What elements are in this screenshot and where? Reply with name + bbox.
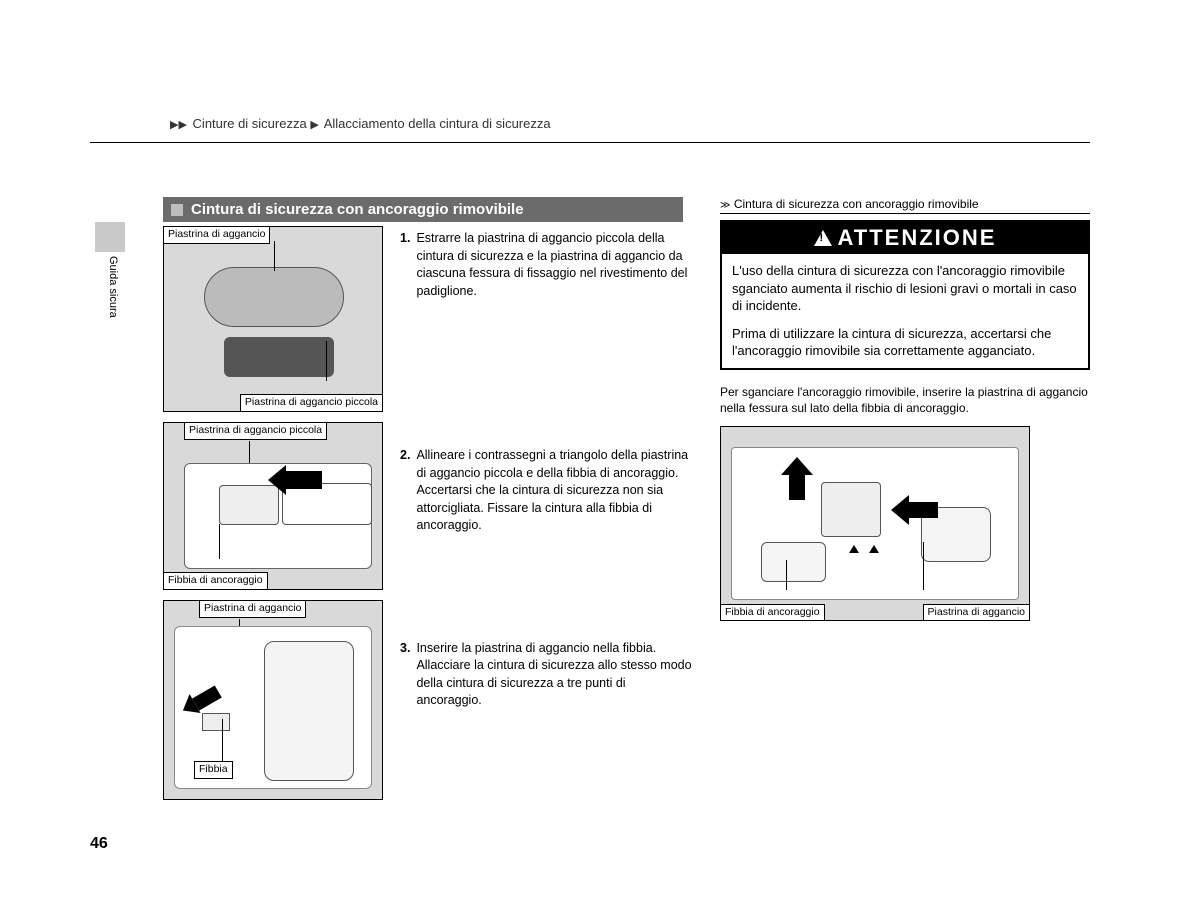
figure-1-label-bottom: Piastrina di aggancio piccola	[240, 394, 383, 412]
breadcrumb-part2: Allacciamento della cintura di sicurezza	[324, 116, 551, 131]
steps-column: 1. Estrarre la piastrina di aggancio pic…	[400, 230, 693, 710]
section-title: Cintura di sicurezza con ancoraggio rimo…	[163, 197, 683, 222]
chevron-icon: ▶	[310, 119, 318, 131]
note-text: Per sganciare l'ancoraggio rimovibile, i…	[720, 384, 1090, 416]
right-column: ≫ Cintura di sicurezza con ancoraggio ri…	[720, 197, 1090, 621]
step-1-text: Estrarre la piastrina di aggancio piccol…	[416, 230, 693, 300]
figure-column: Piastrina di aggancio Piastrina di aggan…	[163, 226, 383, 810]
chevron-icon: ▶▶	[170, 119, 187, 131]
figure-2-label-bottom: Fibbia di ancoraggio	[163, 572, 268, 590]
breadcrumb: ▶▶ Cinture di sicurezza ▶ Allacciamento …	[170, 116, 551, 131]
figure-1-label-top: Piastrina di aggancio	[163, 226, 270, 244]
step-1: 1. Estrarre la piastrina di aggancio pic…	[400, 230, 693, 300]
figure-2-label-top: Piastrina di aggancio piccola	[184, 422, 327, 440]
right-figure: Fibbia di ancoraggio Piastrina di agganc…	[720, 426, 1030, 621]
step-3-text: Inserire la piastrina di aggancio nella …	[416, 640, 693, 710]
side-tab	[95, 222, 125, 252]
step-2-num: 2.	[400, 447, 410, 535]
section-title-text: Cintura di sicurezza con ancoraggio rimo…	[191, 201, 524, 218]
info-chevron-icon: ≫	[720, 200, 730, 211]
step-3: 3. Inserire la piastrina di aggancio nel…	[400, 640, 693, 710]
warning-p2: Prima di utilizzare la cintura di sicure…	[732, 325, 1078, 360]
info-header: ≫ Cintura di sicurezza con ancoraggio ri…	[720, 197, 1090, 214]
figure-3: Piastrina di aggancio Fibbia	[163, 600, 383, 800]
page-number: 46	[90, 835, 108, 853]
figure-3-label-top: Piastrina di aggancio	[199, 600, 306, 618]
breadcrumb-part1: Cinture di sicurezza	[193, 116, 307, 131]
step-1-num: 1.	[400, 230, 410, 300]
step-2: 2. Allineare i contrassegni a triangolo …	[400, 447, 693, 535]
right-fig-label-left: Fibbia di ancoraggio	[720, 604, 825, 622]
warning-p1: L'uso della cintura di sicurezza con l'a…	[732, 262, 1078, 315]
side-section-label: Guida sicura	[107, 256, 119, 318]
warning-triangle-icon	[814, 230, 832, 246]
figure-3-label-bottom: Fibbia	[194, 761, 233, 779]
warning-box: ATTENZIONE L'uso della cintura di sicure…	[720, 220, 1090, 370]
figure-2: Piastrina di aggancio piccola Fibbia di …	[163, 422, 383, 590]
right-fig-label-right: Piastrina di aggancio	[923, 604, 1030, 622]
warning-title-bar: ATTENZIONE	[722, 222, 1088, 254]
info-header-text: Cintura di sicurezza con ancoraggio rimo…	[734, 197, 979, 211]
warning-title-text: ATTENZIONE	[838, 225, 997, 251]
figure-1: Piastrina di aggancio Piastrina di aggan…	[163, 226, 383, 412]
header-divider	[90, 142, 1090, 143]
warning-body: L'uso della cintura di sicurezza con l'a…	[722, 254, 1088, 368]
step-3-num: 3.	[400, 640, 410, 710]
step-2-text: Allineare i contrassegni a triangolo del…	[416, 447, 693, 535]
